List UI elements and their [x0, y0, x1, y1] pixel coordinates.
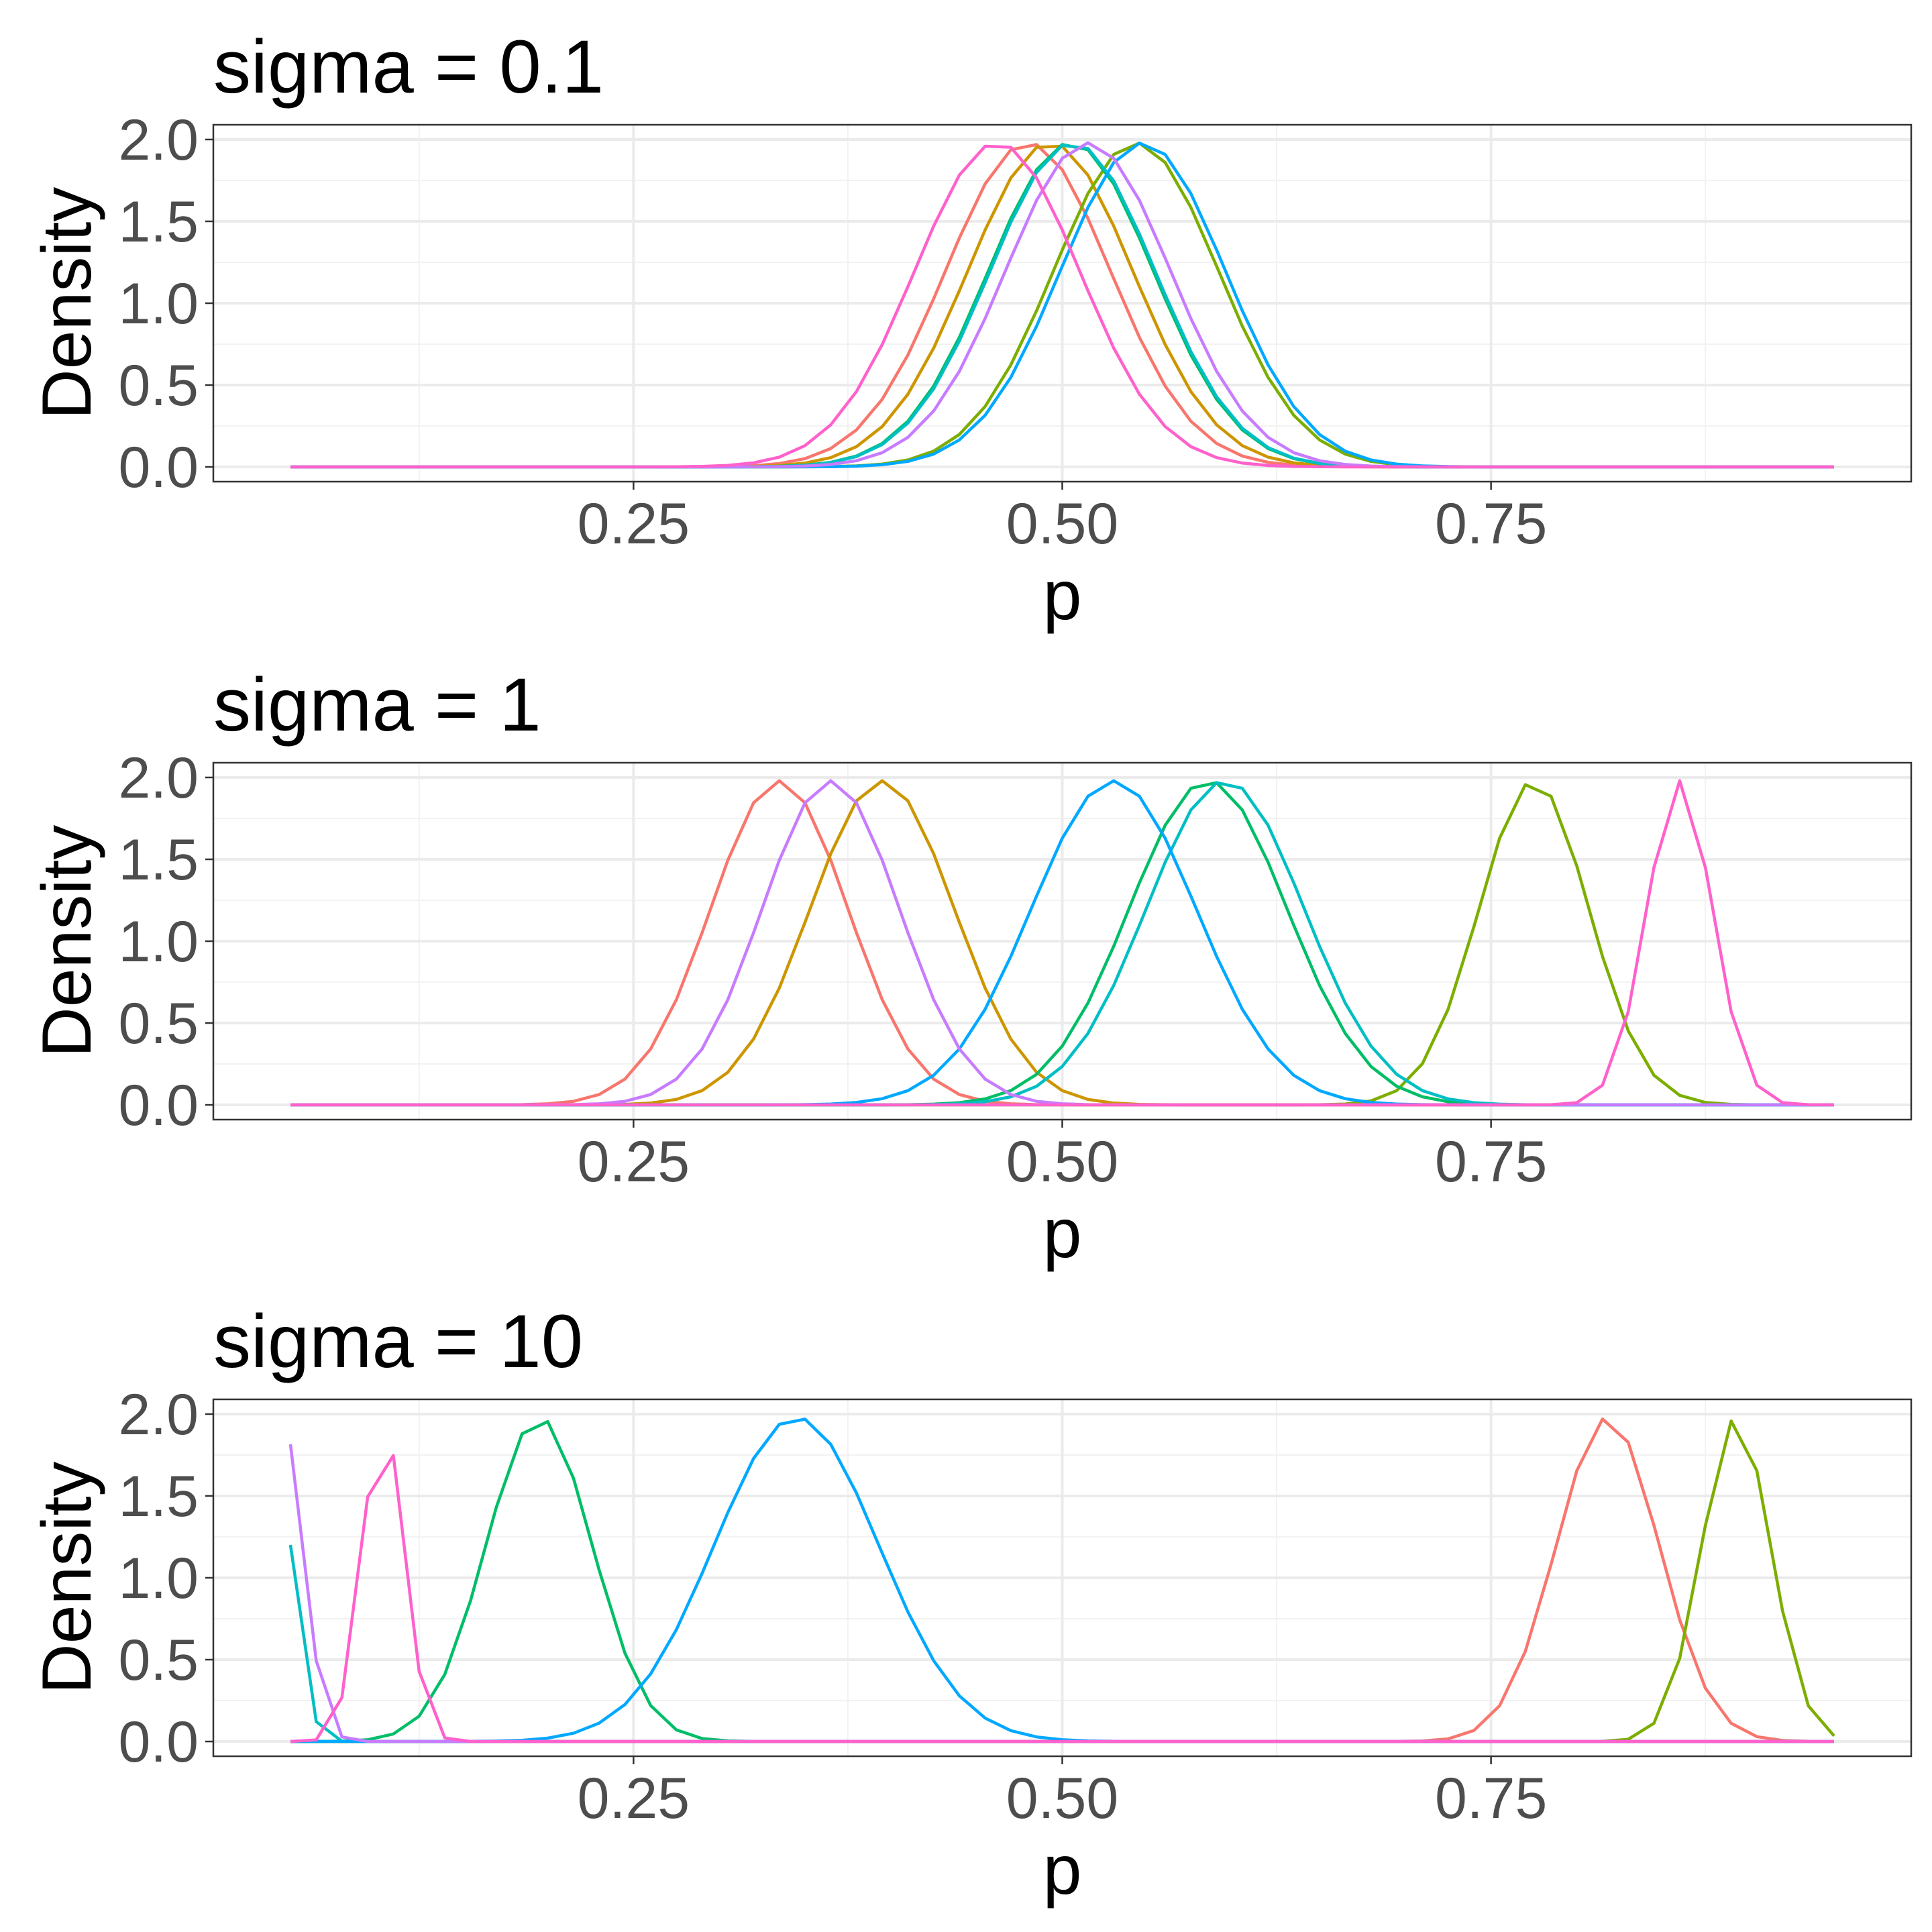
x-tick-label: 0.75 — [1435, 1130, 1547, 1194]
series-line-8 — [290, 1454, 1834, 1743]
x-tick-label: 0.75 — [1435, 492, 1547, 556]
y-tick-label: 0.0 — [118, 1710, 199, 1774]
y-axis-title: Density — [28, 187, 106, 420]
x-tick-label: 0.25 — [578, 492, 690, 556]
panel-title: sigma = 0.1 — [213, 25, 604, 109]
y-tick-label: 2.0 — [118, 746, 199, 810]
x-tick-label: 0.50 — [1006, 1766, 1118, 1831]
y-axis-title: Density — [28, 825, 106, 1058]
series-line-8 — [290, 779, 1835, 1107]
y-tick-label: 0.5 — [118, 1628, 199, 1693]
y-tick-label: 1.0 — [118, 1546, 199, 1611]
x-tick-label: 0.75 — [1435, 1766, 1547, 1831]
y-tick-label: 2.0 — [118, 1383, 199, 1447]
y-tick-label: 0.5 — [118, 991, 199, 1056]
x-axis-title: p — [1043, 557, 1082, 635]
panel-3: 0.0 0.5 1.0 1.5 2.0 0.25 0.50 0.75 p Density sigma… — [28, 1299, 1913, 1909]
x-axis-title: p — [1043, 1195, 1082, 1273]
x-tick-label: 0.25 — [578, 1766, 690, 1831]
y-tick-label: 0.0 — [118, 1073, 199, 1138]
panel-2: 0.0 0.5 1.0 1.5 2.0 0.25 0.50 0.75 p Density sigma… — [28, 663, 1913, 1273]
y-tick-label: 0.5 — [118, 354, 199, 418]
x-tick-label: 0.50 — [1006, 1130, 1118, 1194]
y-tick-label: 1.5 — [118, 828, 199, 892]
y-axis-title: Density — [28, 1462, 106, 1695]
y-tick-label: 2.0 — [118, 108, 199, 172]
panel-title: sigma = 1 — [213, 663, 541, 747]
x-tick-label: 0.50 — [1006, 492, 1118, 556]
series-line-8 — [290, 144, 1834, 469]
y-tick-label: 1.5 — [118, 190, 199, 254]
y-tick-label: 1.0 — [118, 910, 199, 974]
y-tick-label: 1.5 — [118, 1464, 199, 1529]
y-tick-label: 0.0 — [118, 435, 199, 500]
panel-title: sigma = 10 — [213, 1299, 583, 1383]
x-axis-title: p — [1043, 1831, 1082, 1909]
y-tick-label: 1.0 — [118, 272, 199, 336]
x-tick-label: 0.25 — [578, 1130, 690, 1194]
panel-1: 0.0 0.5 1.0 1.5 2.0 0.25 0.50 0.75 p Density sigma… — [28, 25, 1913, 635]
